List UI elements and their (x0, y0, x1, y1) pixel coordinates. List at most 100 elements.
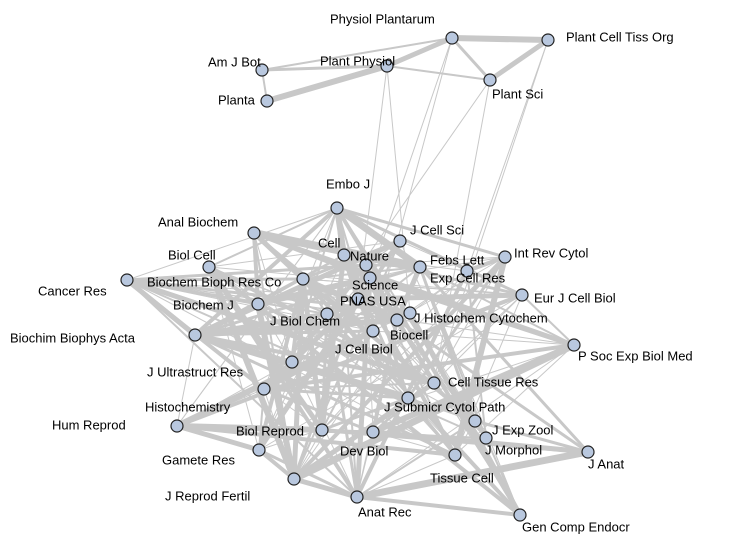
edge (257, 448, 296, 481)
node (315, 423, 329, 437)
node-label: Cell (318, 235, 341, 250)
node-label: Gen Comp Endocr (522, 519, 630, 534)
edge (260, 64, 389, 72)
node-label: J Submicr Cytol Path (384, 399, 505, 414)
edge (300, 276, 400, 323)
edge (473, 419, 590, 454)
node (359, 258, 373, 272)
node (427, 376, 441, 390)
node-label: Science (352, 277, 398, 292)
edge (326, 313, 521, 516)
node (515, 288, 529, 302)
node (366, 324, 380, 338)
node-label: J Biol Chem (270, 313, 340, 328)
node (257, 382, 271, 396)
edge (174, 423, 325, 433)
node (448, 448, 462, 462)
node-label: J Anat (588, 456, 625, 471)
edge (208, 240, 401, 268)
node-label: Plant Physiol (320, 53, 395, 68)
node-label: J Cell Sci (410, 222, 464, 237)
edge (257, 277, 305, 452)
edge (126, 279, 374, 332)
node-label: Biochim Biophys Acta (10, 330, 136, 345)
edge (176, 361, 293, 427)
edge (452, 254, 508, 458)
node (366, 425, 380, 439)
node-label: Dev Biol (340, 443, 389, 458)
node-label: Eur J Cell Biol (534, 290, 616, 305)
edge (262, 387, 375, 434)
edges (124, 35, 592, 518)
edge (261, 37, 453, 71)
edge (342, 253, 457, 457)
edge (369, 256, 506, 279)
edge (372, 382, 435, 433)
node (445, 31, 459, 45)
edge (487, 37, 551, 83)
edge (176, 334, 196, 427)
edge (365, 264, 374, 433)
node (320, 307, 334, 321)
edge (301, 277, 477, 423)
edge (292, 255, 507, 481)
edge (293, 397, 409, 480)
node (403, 306, 417, 320)
node-label: Gamete Res (162, 452, 235, 467)
node-label: Biol Cell (168, 247, 216, 262)
node (255, 63, 269, 77)
edge (386, 65, 491, 81)
edge (336, 207, 523, 296)
edge (125, 263, 368, 282)
node (330, 201, 344, 215)
edge (291, 276, 306, 482)
edge (321, 256, 506, 431)
node-label: P Soc Exp Biol Med (578, 348, 693, 363)
node-label: Biochem J (173, 297, 234, 312)
node (390, 313, 404, 327)
node-label: Anat Rec (358, 504, 412, 519)
node (380, 59, 394, 73)
node (581, 445, 595, 459)
edge (302, 266, 421, 280)
node-label: Histochemistry (145, 399, 231, 414)
edge (356, 451, 589, 498)
node-label: Biocell (390, 327, 428, 342)
node (460, 264, 474, 278)
edge (521, 294, 575, 346)
node (251, 297, 265, 311)
node-label: Biochem Bioph Res Co (147, 274, 281, 289)
node (363, 271, 377, 285)
node-label: J Exp Zool (492, 422, 554, 437)
edge (290, 341, 578, 483)
node-label: Cancer Res (38, 283, 107, 298)
edge (193, 206, 339, 337)
edge (335, 206, 507, 259)
node (567, 338, 581, 352)
edge (367, 275, 577, 348)
node-label: Hum Reprod (52, 417, 126, 432)
node (351, 292, 365, 306)
node (393, 234, 407, 248)
edge (343, 254, 398, 321)
edge (336, 207, 374, 332)
edge (126, 207, 338, 281)
edge (466, 270, 487, 439)
node (401, 391, 415, 405)
edge (466, 39, 549, 272)
node (337, 248, 351, 262)
edge (126, 279, 487, 439)
node (260, 94, 274, 108)
node (479, 431, 493, 445)
node (252, 443, 266, 457)
edge (206, 264, 325, 433)
node-label: Plant Sci (492, 86, 543, 101)
edge (206, 264, 297, 482)
node-label: Int Rev Cytol (514, 245, 589, 260)
node-label: J Cell Biol (335, 341, 393, 356)
node-label: Tissue Cell (430, 470, 494, 485)
edge (449, 35, 551, 43)
edge (418, 265, 590, 454)
edge (258, 254, 345, 451)
